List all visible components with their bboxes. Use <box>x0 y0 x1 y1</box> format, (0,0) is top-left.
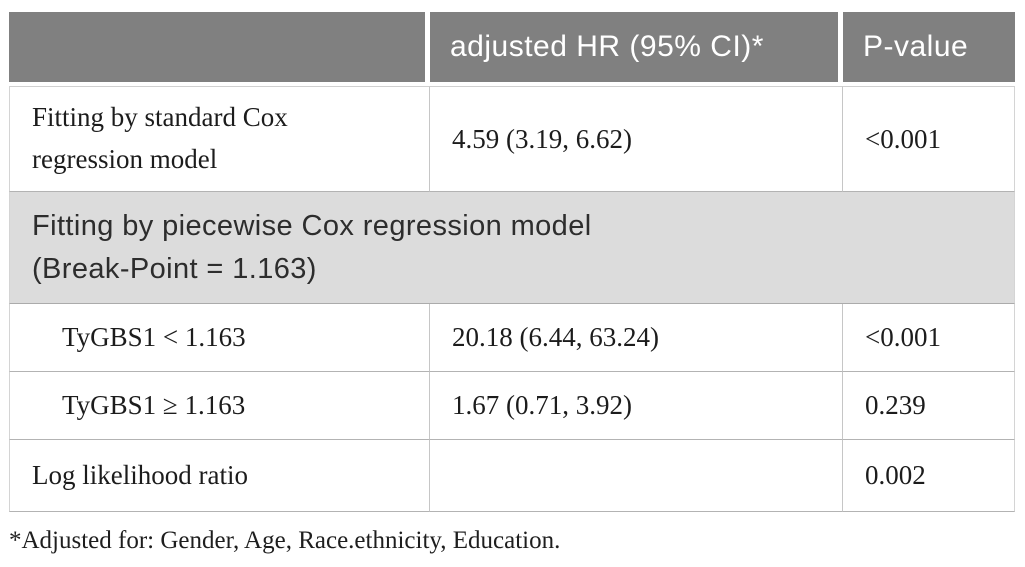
cox-regression-table: adjusted HR (95% CI)* P-value Fitting by… <box>9 12 1015 512</box>
table-row-standard-cox: Fitting by standard Cox regression model… <box>9 86 1015 192</box>
row-hr-value: 1.67 (0.71, 3.92) <box>430 372 843 440</box>
row-p-value: <0.001 <box>843 86 1015 192</box>
row-label: TyGBS1 ≥ 1.163 <box>9 372 430 440</box>
section-label-line-1: Fitting by piecewise Cox regression mode… <box>32 210 592 243</box>
table-footnote: *Adjusted for: Gender, Age, Race.ethnici… <box>9 527 561 554</box>
row-label: Fitting by standard Cox regression model <box>9 86 430 192</box>
row-p-value: <0.001 <box>843 304 1015 372</box>
row-label: Log likelihood ratio <box>9 440 430 512</box>
row-p-value: 0.002 <box>843 440 1015 512</box>
row-hr-value <box>430 440 843 512</box>
row-hr-value: 4.59 (3.19, 6.62) <box>430 86 843 192</box>
row-hr-value: 20.18 (6.44, 63.24) <box>430 304 843 372</box>
header-cell-p-value: P-value <box>843 12 1015 86</box>
section-label-line-2: (Break-Point = 1.163) <box>32 252 317 285</box>
section-row-piecewise-cox: Fitting by piecewise Cox regression mode… <box>9 192 1015 304</box>
header-row: adjusted HR (95% CI)* P-value <box>9 12 1015 86</box>
header-cell-adjusted-hr: adjusted HR (95% CI)* <box>430 12 843 86</box>
table-row-tygbs1-above: TyGBS1 ≥ 1.163 1.67 (0.71, 3.92) 0.239 <box>9 372 1015 440</box>
row-p-value: 0.239 <box>843 372 1015 440</box>
table-row-tygbs1-below: TyGBS1 < 1.163 20.18 (6.44, 63.24) <0.00… <box>9 304 1015 372</box>
row-label: TyGBS1 < 1.163 <box>9 304 430 372</box>
header-cell-empty <box>9 12 430 86</box>
section-label-cell: Fitting by piecewise Cox regression mode… <box>9 192 1015 304</box>
table-row-log-likelihood: Log likelihood ratio 0.002 <box>9 440 1015 512</box>
